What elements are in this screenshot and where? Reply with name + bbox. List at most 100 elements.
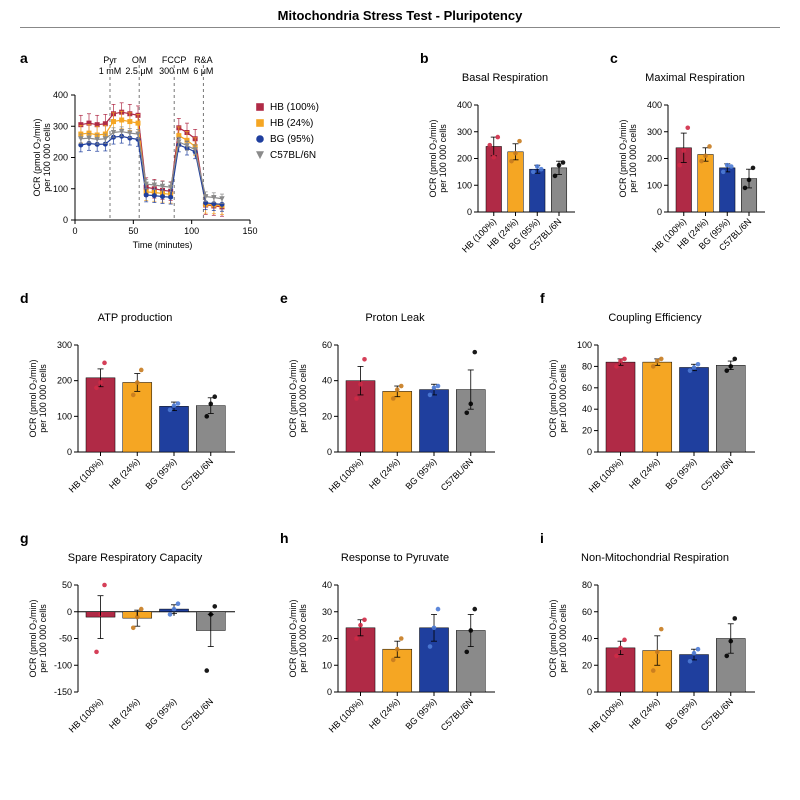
svg-text:R&A: R&A (194, 55, 213, 65)
svg-text:0: 0 (63, 215, 68, 225)
panel-grid: a0501001500100200300400Time (minutes)OCR… (0, 40, 800, 800)
panel-f: fCoupling Efficiency020406080100OCR (pmo… (540, 290, 770, 500)
panel-letter-d: d (20, 290, 29, 306)
svg-text:50: 50 (128, 226, 138, 236)
svg-text:0: 0 (72, 226, 77, 236)
svg-text:50: 50 (62, 580, 72, 590)
figure-root: Mitochondria Stress Test - Pluripotency … (0, 0, 800, 800)
legend-label: C57BL/6N (270, 150, 316, 161)
svg-text:OCR (pmol O₂/min): OCR (pmol O₂/min) (288, 599, 298, 677)
panel-title-i: Non-Mitochondrial Respiration (540, 552, 770, 564)
svg-text:60: 60 (322, 340, 332, 350)
svg-text:BG (95%): BG (95%) (143, 456, 178, 491)
svg-text:per 100 000 cells: per 100 000 cells (38, 604, 48, 673)
svg-text:40: 40 (582, 634, 592, 644)
svg-text:C57BL/6N: C57BL/6N (439, 696, 475, 732)
svg-text:6 μM: 6 μM (193, 66, 213, 76)
panel-title-h: Response to Pyruvate (280, 552, 510, 564)
panel-title-e: Proton Leak (280, 312, 510, 324)
svg-text:HB (24%): HB (24%) (627, 456, 662, 491)
svg-text:OCR (pmol O₂/min): OCR (pmol O₂/min) (428, 119, 438, 197)
panel-letter-a: a (20, 50, 28, 66)
svg-text:1 mM: 1 mM (99, 66, 122, 76)
svg-text:C57BL/6N: C57BL/6N (699, 696, 735, 732)
panel-i: iNon-Mitochondrial Respiration020406080O… (540, 530, 770, 740)
svg-text:per 100 000 cells: per 100 000 cells (42, 123, 52, 192)
panel-b: bBasal Respiration0100200300400OCR (pmol… (420, 50, 590, 260)
svg-text:HB (24%): HB (24%) (107, 696, 142, 731)
svg-text:HB (24%): HB (24%) (627, 696, 662, 731)
svg-text:HB (24%): HB (24%) (107, 456, 142, 491)
svg-text:BG (95%): BG (95%) (143, 696, 178, 731)
svg-text:OCR (pmol O₂/min): OCR (pmol O₂/min) (28, 599, 38, 677)
svg-text:HB (100%): HB (100%) (67, 696, 105, 734)
panel-letter-i: i (540, 530, 544, 546)
svg-text:C57BL/6N: C57BL/6N (699, 456, 735, 492)
svg-text:150: 150 (242, 226, 257, 236)
svg-text:per 100 000 cells: per 100 000 cells (558, 364, 568, 433)
panel-title-b: Basal Respiration (420, 72, 590, 84)
svg-text:300 nM: 300 nM (159, 66, 189, 76)
panel-title-g: Spare Respiratory Capacity (20, 552, 250, 564)
svg-text:C57BL/6N: C57BL/6N (179, 696, 215, 732)
svg-text:HB (100%): HB (100%) (327, 696, 365, 734)
svg-text:60: 60 (582, 607, 592, 617)
svg-text:0: 0 (67, 447, 72, 457)
svg-text:0: 0 (467, 207, 472, 217)
svg-text:400: 400 (647, 100, 662, 110)
panel-h: hResponse to Pyruvate010203040OCR (pmol … (280, 530, 510, 740)
svg-text:-150: -150 (54, 687, 72, 697)
svg-text:per 100 000 cells: per 100 000 cells (298, 364, 308, 433)
svg-text:10: 10 (322, 660, 332, 670)
panel-title-f: Coupling Efficiency (540, 312, 770, 324)
main-title: Mitochondria Stress Test - Pluripotency (20, 0, 780, 28)
svg-text:HB (100%): HB (100%) (327, 456, 365, 494)
svg-text:80: 80 (582, 580, 592, 590)
svg-text:400: 400 (53, 90, 68, 100)
svg-text:OCR (pmol O₂/min): OCR (pmol O₂/min) (28, 359, 38, 437)
panel-title-d: ATP production (20, 312, 250, 324)
svg-text:100: 100 (577, 340, 592, 350)
svg-text:20: 20 (582, 426, 592, 436)
panel-title-c: Maximal Respiration (610, 72, 780, 84)
panel-letter-e: e (280, 290, 288, 306)
svg-text:HB (100%): HB (100%) (587, 456, 625, 494)
panel-e: eProton Leak0204060OCR (pmol O₂/min)per … (280, 290, 510, 500)
panel-a: a0501001500100200300400Time (minutes)OCR… (20, 50, 380, 260)
svg-text:30: 30 (322, 607, 332, 617)
svg-text:300: 300 (57, 340, 72, 350)
svg-text:OCR (pmol O₂/min): OCR (pmol O₂/min) (618, 119, 628, 197)
svg-text:HB (24%): HB (24%) (367, 696, 402, 731)
legend-label: BG (95%) (270, 134, 314, 145)
svg-text:200: 200 (647, 154, 662, 164)
svg-text:BG (95%): BG (95%) (663, 456, 698, 491)
svg-text:100: 100 (457, 180, 472, 190)
svg-text:OCR (pmol O₂/min): OCR (pmol O₂/min) (548, 359, 558, 437)
legend-label: HB (100%) (270, 102, 319, 113)
svg-text:Pyr: Pyr (103, 55, 117, 65)
svg-text:-100: -100 (54, 660, 72, 670)
svg-text:0: 0 (327, 447, 332, 457)
svg-text:OCR (pmol O₂/min): OCR (pmol O₂/min) (548, 599, 558, 677)
svg-text:300: 300 (647, 127, 662, 137)
svg-text:300: 300 (53, 121, 68, 131)
panel-d: dATP production0100200300OCR (pmol O₂/mi… (20, 290, 250, 500)
svg-text:0: 0 (327, 687, 332, 697)
panel-letter-b: b (420, 50, 429, 66)
svg-text:C57BL/6N: C57BL/6N (179, 456, 215, 492)
svg-text:OCR (pmol O₂/min): OCR (pmol O₂/min) (32, 118, 42, 196)
svg-text:300: 300 (457, 127, 472, 137)
svg-text:-50: -50 (59, 634, 72, 644)
panel-g: gSpare Respiratory Capacity-150-100-5005… (20, 530, 250, 740)
svg-text:60: 60 (582, 383, 592, 393)
panel-letter-f: f (540, 290, 545, 306)
svg-text:OCR (pmol O₂/min): OCR (pmol O₂/min) (288, 359, 298, 437)
svg-text:0: 0 (67, 607, 72, 617)
svg-text:100: 100 (53, 184, 68, 194)
panel-letter-c: c (610, 50, 618, 66)
svg-text:200: 200 (457, 154, 472, 164)
line-chart-svg: 0501001500100200300400Time (minutes)OCR … (20, 50, 380, 260)
svg-text:20: 20 (322, 411, 332, 421)
svg-text:per 100 000 cells: per 100 000 cells (628, 124, 638, 193)
svg-text:20: 20 (322, 634, 332, 644)
